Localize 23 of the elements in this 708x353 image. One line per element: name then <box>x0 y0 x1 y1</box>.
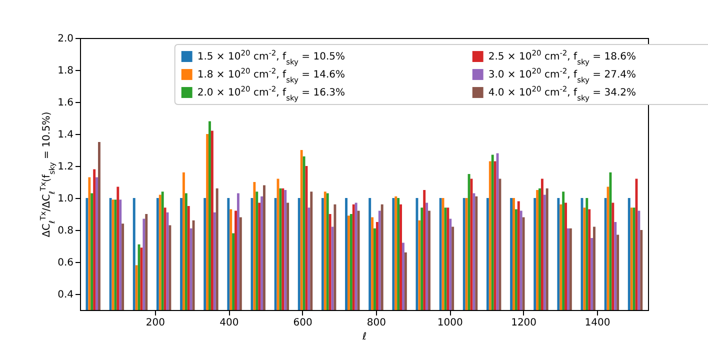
legend-label: 2.0 × 10$^{20}$ cm$^{-2}$, f$_{sky}$ = 16.3% <box>197 84 345 102</box>
legend-label: 4.0 × 10$^{20}$ cm$^{-2}$, f$_{sky}$ = 34.2% <box>488 84 636 102</box>
x-tick-label: 200 <box>146 318 166 328</box>
legend-label: 1.8 × 10$^{20}$ cm$^{-2}$, f$_{sky}$ = 14.6% <box>197 66 345 84</box>
y-tick-label: 2.0 <box>58 34 74 44</box>
x-tick-label: 800 <box>366 318 386 328</box>
y-tick-label: 1.4 <box>58 130 74 140</box>
y-tick-label: 1.6 <box>58 98 74 108</box>
x-tick-label: 400 <box>220 318 239 328</box>
legend-label: 3.0 × 10$^{20}$ cm$^{-2}$, f$_{sky}$ = 27.4% <box>488 66 636 84</box>
y-tick-label: 1.2 <box>58 162 74 172</box>
y-tick-label: 0.4 <box>58 290 74 300</box>
legend-label: 1.5 × 10$^{20}$ cm$^{-2}$, f$_{sky}$ = 10.5% <box>197 48 345 66</box>
y-tick-label: 1.8 <box>58 66 74 76</box>
legend-label: 2.5 × 10$^{20}$ cm$^{-2}$, f$_{sky}$ = 18.6% <box>488 48 636 66</box>
x-tick-label: 1200 <box>511 318 537 328</box>
y-tick-label: 1.0 <box>58 194 74 204</box>
x-tick-label: 1400 <box>584 318 610 328</box>
x-axis-title: ℓ <box>361 332 367 342</box>
y-tick-label: 0.6 <box>58 258 74 268</box>
x-tick-label: 600 <box>293 318 312 328</box>
x-tick-label: 1000 <box>437 318 463 328</box>
y-tick-label: 0.8 <box>58 226 74 236</box>
